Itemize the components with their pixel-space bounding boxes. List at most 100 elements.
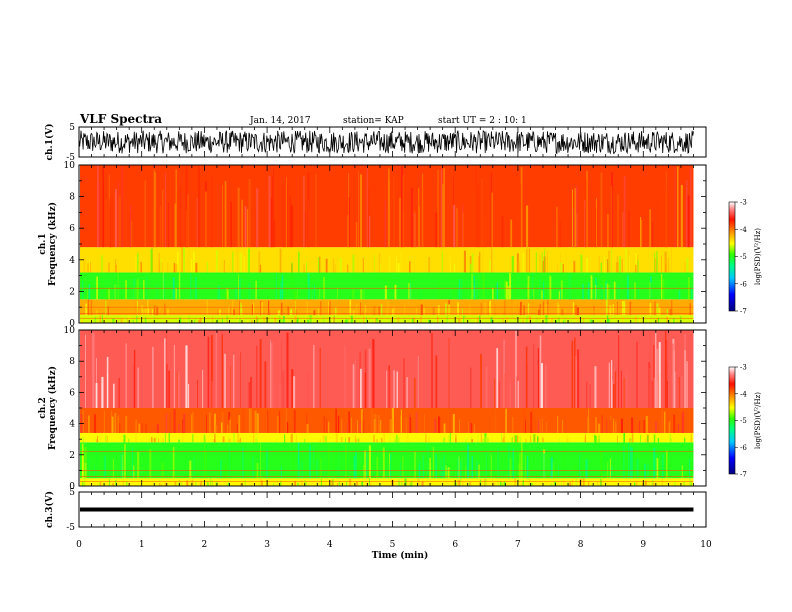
spectrogram-streak (498, 481, 499, 486)
spectrogram-streak (344, 319, 347, 323)
spectrogram-streak (656, 251, 658, 273)
spectrogram-streak (530, 411, 533, 433)
spectrogram-streak (270, 342, 273, 408)
spectrogram-streak (358, 170, 359, 248)
spectrogram-streak (522, 479, 524, 486)
spectrogram-streak (526, 205, 529, 248)
spectrogram-streak (545, 364, 547, 408)
spectrogram-streak (313, 310, 316, 316)
spectrogram-streak (569, 482, 572, 486)
spectrogram-streak (496, 282, 498, 300)
spectrogram-streak (89, 458, 90, 479)
spectrogram-streak (511, 349, 513, 408)
spectrogram-streak (241, 199, 243, 248)
spectrogram-streak (615, 421, 617, 433)
spectrogram-streak (673, 318, 675, 323)
spectrogram-band (80, 442, 694, 479)
spectrogram-streak (540, 446, 543, 479)
spectrogram-streak (505, 281, 508, 300)
spectrogram-streak (301, 479, 303, 486)
spectrogram-streak (352, 289, 355, 300)
spectrogram-streak (241, 316, 244, 323)
spectrogram-streak (256, 345, 258, 408)
colorbar-tick-label: -7 (740, 471, 747, 479)
spectrogram-streak (515, 330, 517, 408)
spectrogram-streak (115, 480, 117, 486)
spectrogram-streak (445, 303, 447, 316)
spectrogram-streak (200, 438, 202, 443)
spectrogram-streak (482, 249, 484, 273)
spectrogram-streak (490, 454, 492, 479)
spectrogram-streak (529, 435, 532, 443)
y-axis-label: ch.3(V) (44, 491, 55, 528)
spectrogram-streak (188, 383, 190, 408)
spectrogram-streak (480, 302, 483, 316)
spectrogram-streak (489, 300, 491, 316)
spectrogram-streak (463, 250, 466, 273)
spectrogram-streak (384, 200, 386, 248)
spectrogram-streak (587, 417, 590, 433)
spectrogram-streak (279, 411, 281, 433)
spectrogram-streak (689, 303, 691, 316)
spectrogram-streak (628, 250, 630, 273)
spectrogram-streak (572, 320, 573, 323)
spectrogram-streak (428, 256, 431, 273)
spectrogram-streak (611, 380, 613, 408)
spectrogram-streak (494, 378, 495, 408)
spectrogram-streak (306, 284, 309, 300)
spectrogram-streak (221, 317, 223, 323)
spectrogram-streak (603, 279, 605, 300)
spectrogram-streak (179, 480, 181, 486)
spectrogram-streak (538, 309, 540, 316)
spectrogram-streak (635, 264, 637, 273)
spectrogram-streak (362, 310, 364, 316)
spectrogram-streak (617, 435, 618, 443)
spectrogram-streak (210, 176, 213, 248)
spectrogram-streak (96, 439, 98, 443)
spectrogram-streak (489, 259, 492, 273)
spectrogram-streak (179, 317, 182, 323)
spectrogram-streak (459, 279, 461, 300)
spectrogram-streak (191, 414, 193, 433)
spectrogram-streak (428, 319, 430, 323)
spectrogram-streak (178, 439, 180, 443)
spectrogram-streak (273, 320, 275, 323)
spectrogram-streak (394, 284, 397, 300)
spectrogram-streak (118, 377, 120, 408)
spectrogram-streak (357, 438, 359, 443)
spectrogram-streak (185, 345, 188, 408)
spectrogram-streak (559, 437, 561, 443)
spectrogram-streak (413, 317, 415, 323)
spectrogram-streak (689, 168, 692, 248)
spectrogram-streak (512, 417, 514, 433)
spectrogram-streak (559, 289, 561, 300)
y-tick-label: 4 (69, 256, 75, 266)
spectrogram-streak (684, 261, 686, 273)
spectrogram-streak (453, 204, 456, 248)
spectrogram-streak (360, 409, 363, 433)
spectrogram-streak (323, 415, 326, 433)
spectrogram-streak (542, 418, 543, 433)
spectrogram-streak (167, 308, 169, 316)
spectrogram-streak (226, 315, 229, 323)
spectrogram-streak (402, 211, 405, 248)
spectrogram-streak (617, 283, 620, 300)
spectrogram-streak (227, 482, 229, 486)
spectrogram-streak (120, 319, 123, 323)
spectrogram-streak (85, 303, 88, 316)
spectrogram-streak (141, 304, 143, 316)
spectrogram-streak (205, 437, 207, 443)
x-tick-label: 7 (515, 540, 521, 550)
spectrogram-streak (154, 305, 156, 316)
spectrogram-streak (387, 278, 389, 300)
spectrogram-streak (539, 304, 541, 316)
spectrogram-streak (551, 318, 553, 323)
spectrogram-streak (256, 188, 259, 248)
spectrogram-streak (544, 304, 546, 316)
spectrogram-streak (220, 460, 222, 479)
spectrogram-streak (268, 300, 270, 316)
spectrogram-streak (331, 479, 333, 486)
spectrogram-streak (509, 383, 512, 408)
spectrogram-streak (485, 452, 487, 479)
